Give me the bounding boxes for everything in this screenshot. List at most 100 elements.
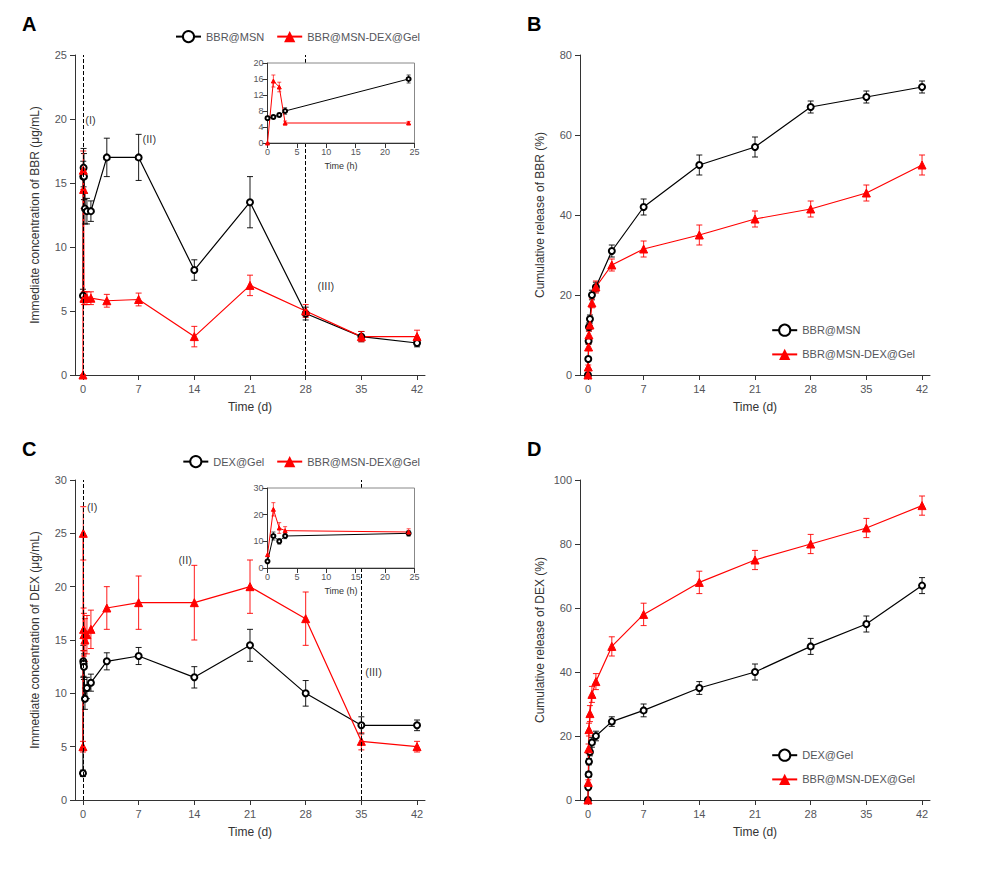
- svg-text:20: 20: [380, 147, 390, 157]
- svg-text:20: 20: [55, 113, 67, 125]
- svg-text:0: 0: [566, 794, 572, 806]
- svg-text:21: 21: [749, 808, 761, 820]
- svg-text:BBR@MSN: BBR@MSN: [802, 324, 860, 336]
- svg-text:(I): (I): [87, 501, 97, 513]
- svg-text:DEX@Gel: DEX@Gel: [802, 749, 853, 761]
- svg-text:100: 100: [554, 474, 572, 486]
- svg-text:15: 15: [55, 634, 67, 646]
- svg-text:5: 5: [294, 572, 299, 582]
- svg-text:14: 14: [188, 808, 200, 820]
- svg-text:20: 20: [253, 510, 263, 520]
- svg-text:25: 25: [409, 147, 419, 157]
- svg-text:0: 0: [265, 572, 270, 582]
- svg-text:15: 15: [351, 572, 361, 582]
- svg-text:0: 0: [265, 147, 270, 157]
- svg-text:21: 21: [244, 383, 256, 395]
- svg-text:15: 15: [351, 147, 361, 157]
- svg-text:20: 20: [560, 289, 572, 301]
- svg-text:28: 28: [300, 808, 312, 820]
- svg-text:20: 20: [253, 58, 263, 68]
- svg-text:Cumulative release of BBR (%): Cumulative release of BBR (%): [533, 132, 547, 298]
- svg-text:35: 35: [860, 383, 872, 395]
- svg-text:42: 42: [411, 808, 423, 820]
- svg-text:20: 20: [560, 730, 572, 742]
- svg-text:14: 14: [188, 383, 200, 395]
- svg-text:5: 5: [61, 741, 67, 753]
- svg-text:21: 21: [749, 383, 761, 395]
- svg-text:BBR@MSN-DEX@Gel: BBR@MSN-DEX@Gel: [802, 348, 915, 360]
- svg-text:(I): (I): [85, 114, 95, 126]
- svg-text:BBR@MSN-DEX@Gel: BBR@MSN-DEX@Gel: [307, 31, 420, 43]
- svg-text:35: 35: [355, 808, 367, 820]
- svg-text:Immediate concentration of DEX: Immediate concentration of DEX (μg/mL): [28, 531, 42, 749]
- svg-text:Time (d): Time (d): [228, 825, 272, 839]
- svg-text:C: C: [22, 438, 36, 460]
- svg-text:42: 42: [411, 383, 423, 395]
- svg-text:25: 25: [55, 49, 67, 61]
- svg-text:Time (d): Time (d): [228, 400, 272, 414]
- svg-text:40: 40: [560, 666, 572, 678]
- svg-text:Time (h): Time (h): [324, 161, 357, 171]
- svg-text:7: 7: [136, 383, 142, 395]
- svg-text:(II): (II): [178, 554, 191, 566]
- svg-text:0: 0: [80, 383, 86, 395]
- svg-text:0: 0: [258, 138, 263, 148]
- svg-text:BBR@MSN-DEX@Gel: BBR@MSN-DEX@Gel: [802, 773, 915, 785]
- svg-text:0: 0: [80, 808, 86, 820]
- svg-text:Immediate concentration of BBR: Immediate concentration of BBR (μg/mL): [28, 106, 42, 324]
- svg-text:Cumulative release of DEX (%): Cumulative release of DEX (%): [533, 557, 547, 723]
- svg-text:4: 4: [258, 122, 263, 132]
- svg-text:(III): (III): [365, 666, 382, 678]
- svg-text:80: 80: [560, 538, 572, 550]
- svg-text:60: 60: [560, 602, 572, 614]
- svg-text:25: 25: [409, 572, 419, 582]
- svg-text:0: 0: [61, 794, 67, 806]
- svg-text:10: 10: [321, 572, 331, 582]
- svg-text:7: 7: [136, 808, 142, 820]
- svg-text:Time (d): Time (d): [733, 400, 777, 414]
- svg-text:7: 7: [641, 808, 647, 820]
- svg-text:(II): (II): [143, 133, 156, 145]
- svg-text:42: 42: [916, 808, 928, 820]
- svg-text:28: 28: [805, 383, 817, 395]
- svg-text:20: 20: [380, 572, 390, 582]
- svg-text:B: B: [527, 13, 541, 35]
- svg-text:7: 7: [641, 383, 647, 395]
- svg-text:12: 12: [253, 90, 263, 100]
- svg-text:25: 25: [55, 527, 67, 539]
- svg-text:14: 14: [693, 383, 705, 395]
- svg-text:Time (h): Time (h): [324, 586, 357, 596]
- svg-text:0: 0: [585, 383, 591, 395]
- svg-text:10: 10: [321, 147, 331, 157]
- svg-text:21: 21: [244, 808, 256, 820]
- svg-text:10: 10: [253, 536, 263, 546]
- svg-text:42: 42: [916, 383, 928, 395]
- svg-text:14: 14: [693, 808, 705, 820]
- svg-text:5: 5: [294, 147, 299, 157]
- svg-text:20: 20: [55, 581, 67, 593]
- svg-text:0: 0: [566, 369, 572, 381]
- svg-text:30: 30: [253, 483, 263, 493]
- svg-text:40: 40: [560, 209, 572, 221]
- svg-text:35: 35: [860, 808, 872, 820]
- svg-text:30: 30: [55, 474, 67, 486]
- svg-text:5: 5: [61, 305, 67, 317]
- svg-text:16: 16: [253, 74, 263, 84]
- svg-text:Time (d): Time (d): [733, 825, 777, 839]
- svg-text:A: A: [22, 13, 36, 35]
- svg-text:D: D: [527, 438, 541, 460]
- svg-text:10: 10: [55, 241, 67, 253]
- svg-text:35: 35: [355, 383, 367, 395]
- svg-text:BBR@MSN-DEX@Gel: BBR@MSN-DEX@Gel: [307, 456, 420, 468]
- svg-text:8: 8: [258, 106, 263, 116]
- svg-text:28: 28: [805, 808, 817, 820]
- svg-text:28: 28: [300, 383, 312, 395]
- svg-text:60: 60: [560, 129, 572, 141]
- svg-text:10: 10: [55, 687, 67, 699]
- svg-text:80: 80: [560, 49, 572, 61]
- svg-text:DEX@Gel: DEX@Gel: [213, 456, 264, 468]
- svg-text:0: 0: [585, 808, 591, 820]
- svg-text:BBR@MSN: BBR@MSN: [206, 31, 264, 43]
- svg-text:0: 0: [258, 563, 263, 573]
- svg-text:(III): (III): [318, 280, 335, 292]
